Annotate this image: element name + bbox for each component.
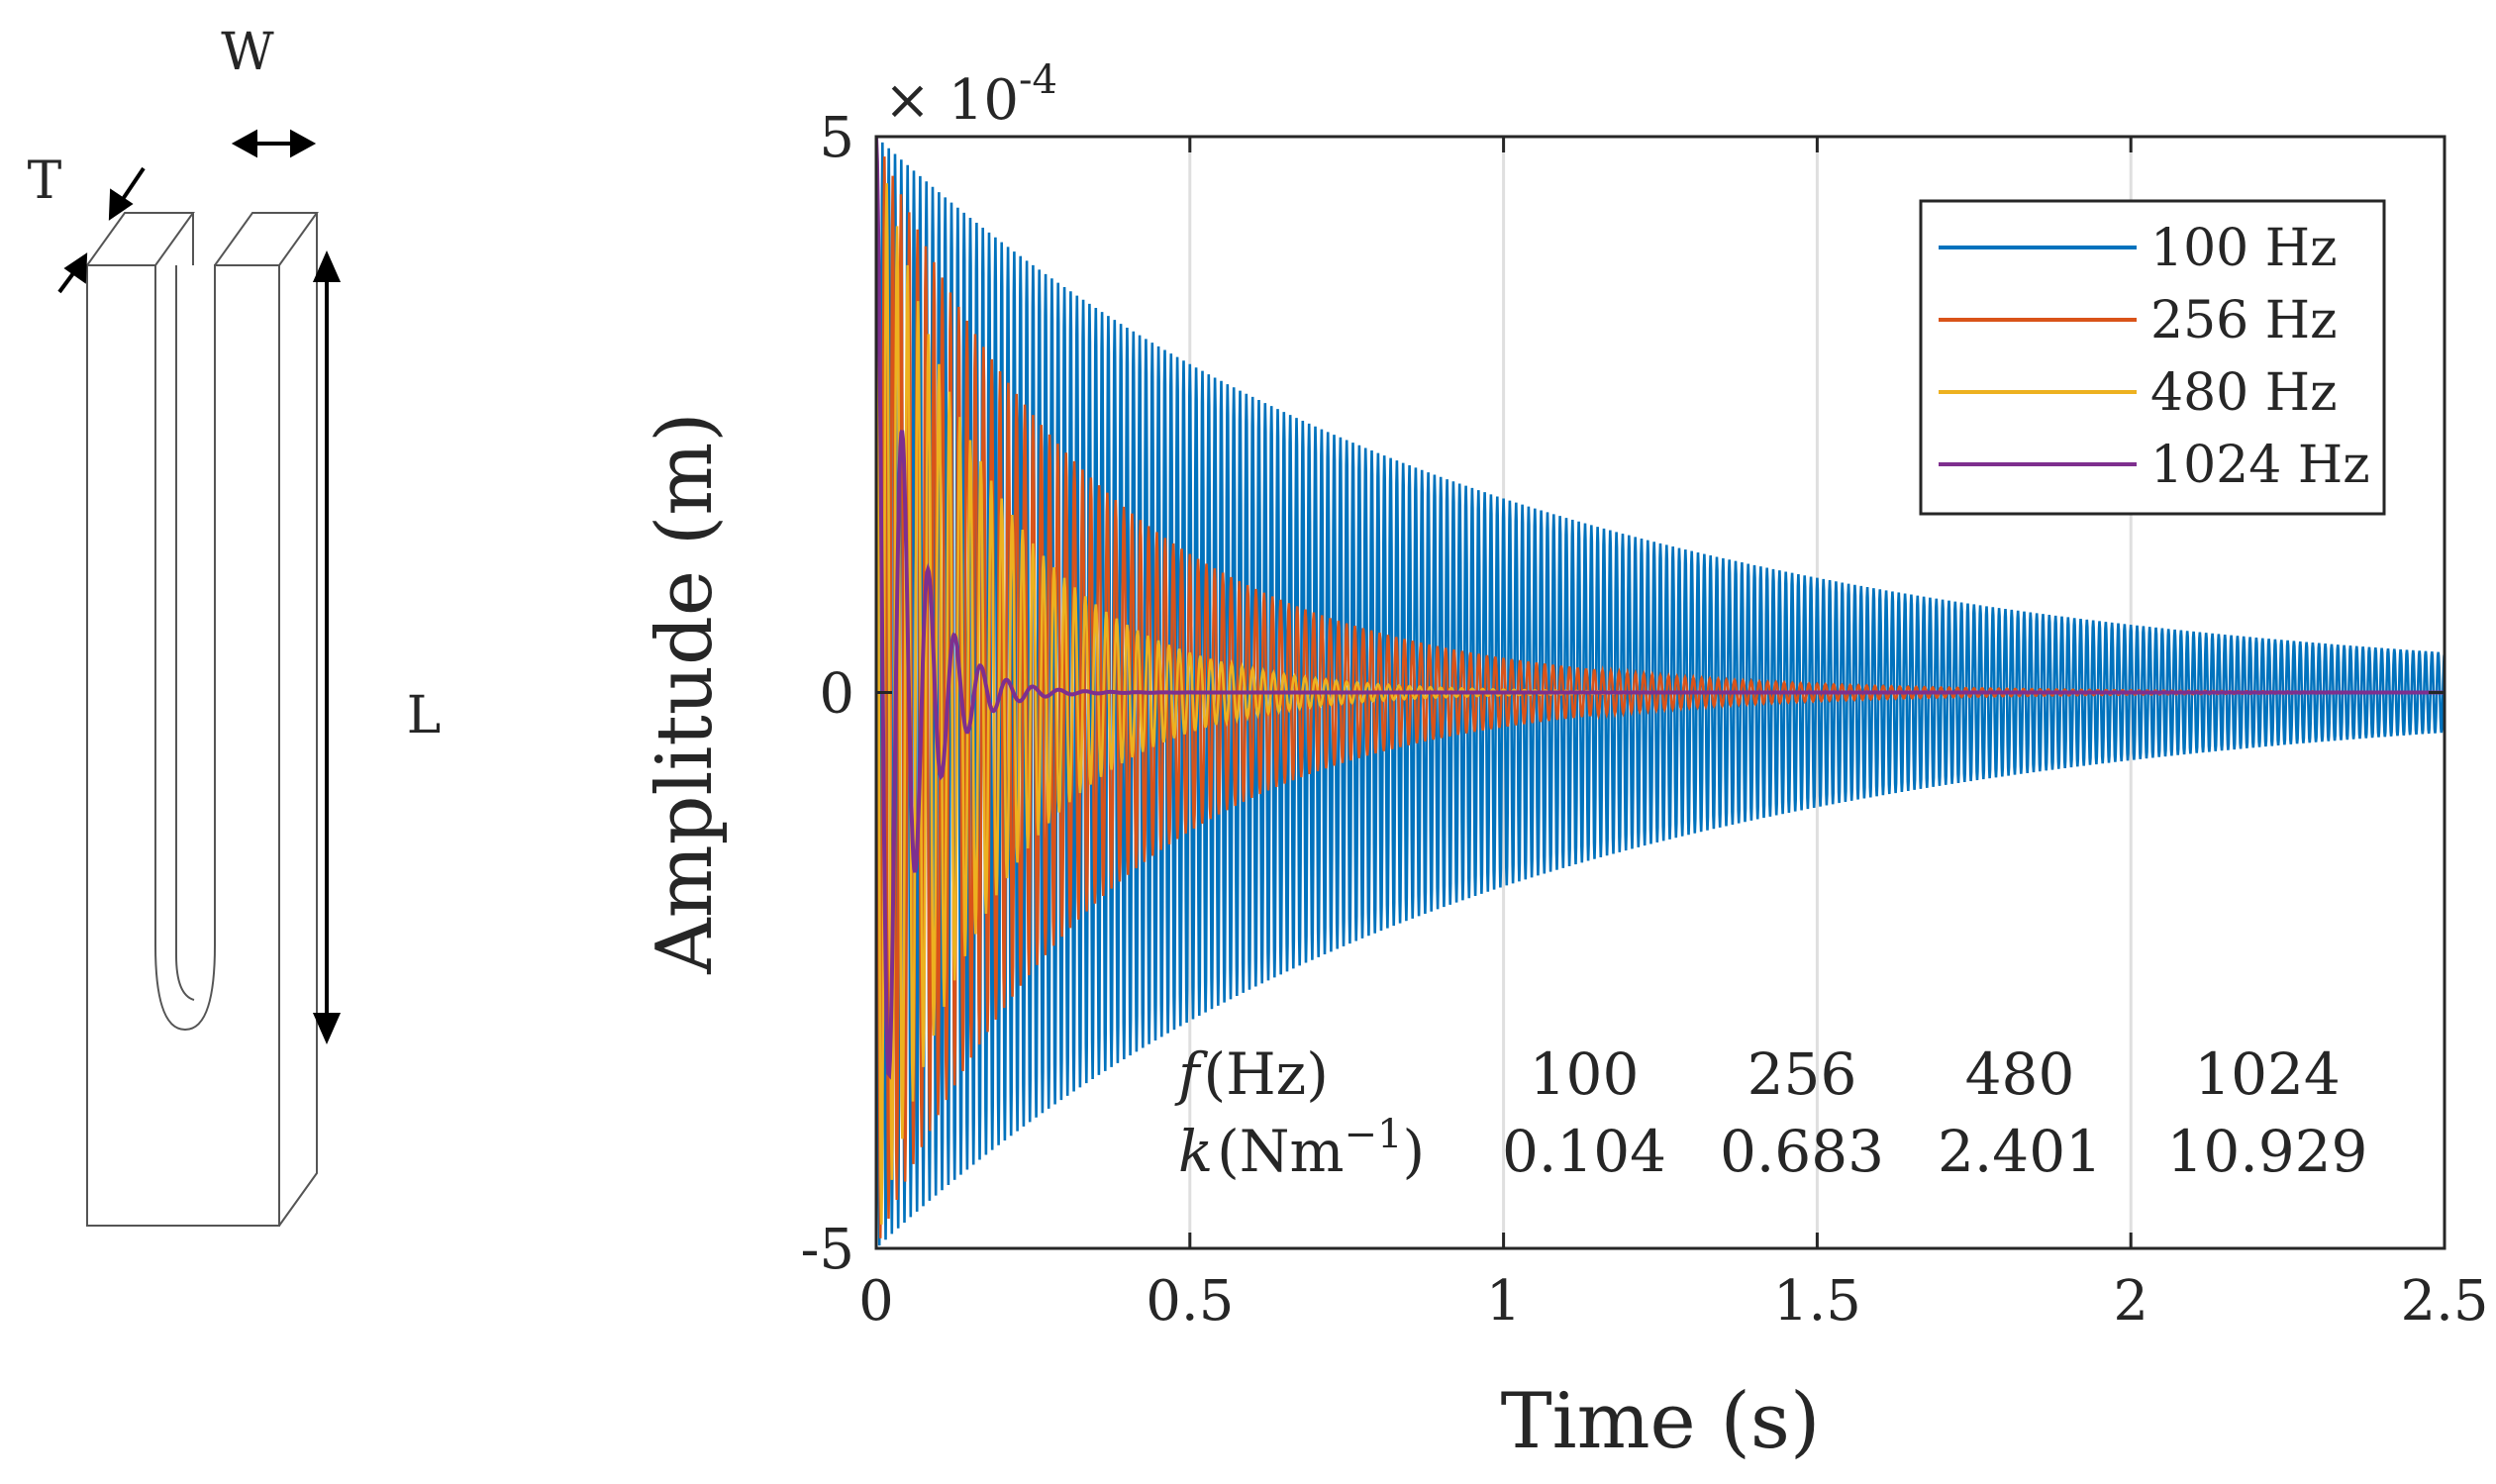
fork-top-left-prong [86,212,195,266]
table-row2-label: k(Nm−1) [1178,1112,1425,1185]
x-tick-label: 1 [1486,1269,1522,1334]
x-tick-label: 1.5 [1773,1269,1861,1334]
fork-right-depth [278,213,318,1227]
table-stiffness-cell: 10.929 [2167,1118,2368,1185]
legend-label: 256 Hz [2150,291,2338,350]
y-tick-label: 5 [819,106,854,170]
table-frequency-cell: 1024 [2194,1040,2341,1108]
x-tick-label: 2 [2113,1269,2148,1334]
y-exponent-label: × 10-4 [884,57,1057,133]
table-frequency-cell: 480 [1965,1040,2075,1108]
y-axis-title: Amplitude (m) [641,412,730,974]
series-layer [876,137,2445,1246]
y-tick-label: -5 [800,1218,854,1282]
legend-box [1919,199,2386,516]
table-frequency-cell: 100 [1530,1040,1640,1108]
x-tick-label: 0 [858,1269,894,1334]
fork-inner-depth [175,213,195,1001]
table-stiffness-cell: 2.401 [1938,1118,2102,1185]
table-stiffness-cell: 0.683 [1720,1118,1884,1185]
legend-label: 100 Hz [2150,219,2338,278]
x-axis-title: Time (s) [1501,1377,1821,1466]
legend-label: 1024 Hz [2150,436,2370,495]
width-label: W [221,23,274,82]
legend-label: 480 Hz [2150,363,2338,423]
x-tick-label: 0.5 [1146,1269,1234,1334]
length-label: L [407,686,442,745]
thickness-arrow-head-upper [108,188,134,221]
table-stiffness-cell: 0.104 [1502,1118,1666,1185]
length-arrow-head-top [312,250,342,282]
thickness-arrow-head-lower [63,252,88,284]
dimension-arrows [57,129,342,1044]
width-arrow-head-left [231,129,257,158]
chart: 0 0.5 1 1.5 2 2.5 -505 × 10-4 Time (s) Amplit… [641,57,2489,1466]
series-line-1024-hz [876,137,2445,1080]
table-cells: 100 256 480 1024 0.104 0.683 2.401 10.929 [1502,1040,2368,1185]
thickness-label: T [28,151,62,211]
legend: 100 Hz 256 Hz 480 Hz 1024 Hz [1919,199,2386,516]
tuning-fork-diagram [86,212,319,1227]
table-row1-label: f(Hz) [1174,1040,1329,1108]
x-tick-label: 2.5 [2400,1269,2488,1334]
width-arrow-head-right [290,129,317,158]
y-tick-label: 0 [819,662,854,727]
fork-outline [86,264,280,1227]
x-axis: 0 0.5 1 1.5 2 2.5 [858,137,2489,1334]
table-frequency-cell: 256 [1747,1040,1857,1108]
fork-top-right-prong [214,212,319,266]
stiffness-table: f(Hz) k(Nm−1) 100 256 480 1024 0.104 0.683 2.4… [1174,1040,2367,1185]
series-line-100-hz [876,137,2445,1246]
legend-items: 100 Hz 256 Hz 480 Hz 1024 Hz [1939,219,2370,495]
length-arrow-head-bottom [312,1013,342,1044]
y-axis: -5 0 5 [800,106,2445,1282]
